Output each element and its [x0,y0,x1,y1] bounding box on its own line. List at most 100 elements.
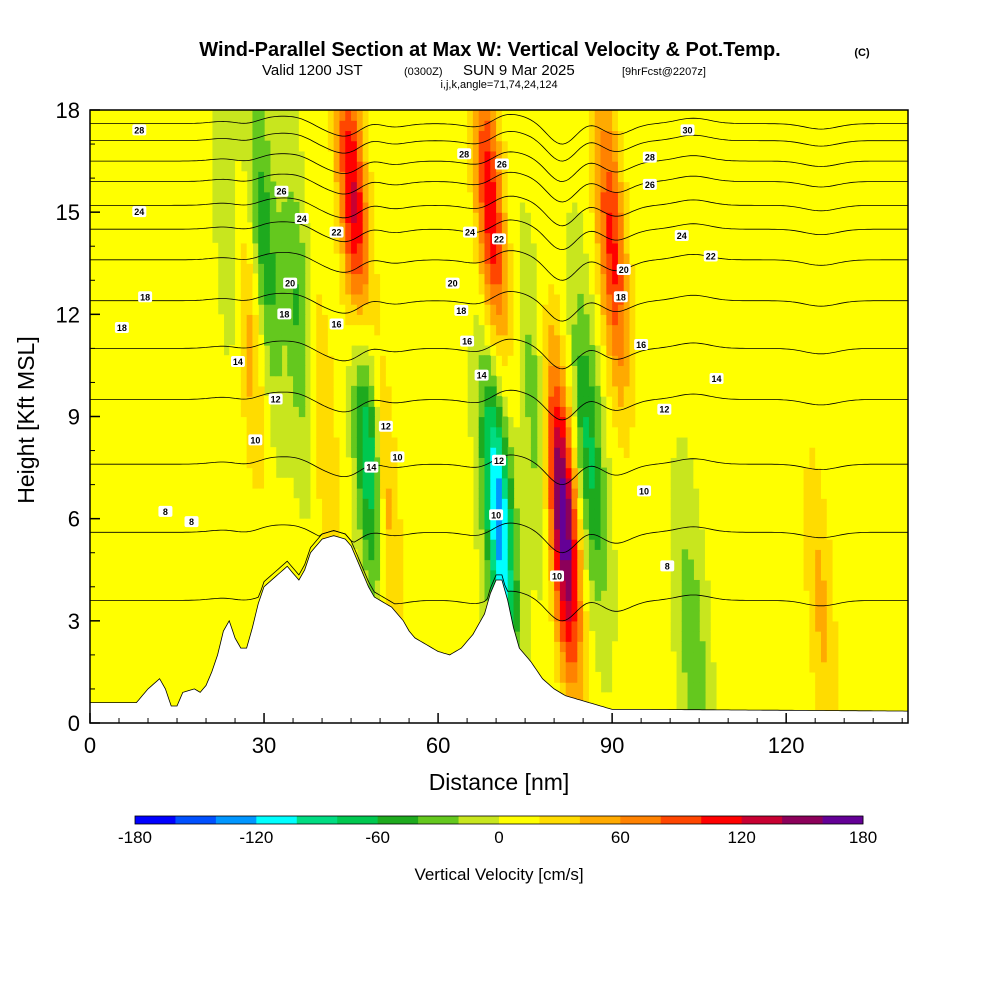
field-cell [409,150,416,162]
field-cell [177,436,184,448]
field-cell [391,191,399,203]
field-cell [426,365,433,377]
field-cell [588,498,596,510]
field-cell [107,161,114,172]
field-cell [623,426,631,438]
field-cell [159,355,167,367]
field-cell [240,641,248,653]
field-cell [235,579,242,591]
field-cell [281,212,288,223]
field-cell [403,171,410,183]
field-cell [101,385,108,397]
field-cell [211,334,219,346]
field-cell [612,171,619,183]
field-cell [165,682,172,693]
field-cell [542,610,549,622]
field-cell [594,161,602,172]
field-cell [409,498,416,510]
field-cell [107,569,114,581]
field-cell [548,396,555,407]
field-cell [310,406,317,418]
field-cell [217,365,225,377]
field-cell [623,150,631,162]
field-cell [223,477,230,489]
field-cell [327,304,335,315]
field-cell [130,344,138,356]
field-cell [403,457,410,469]
field-cell [130,528,138,540]
field-cell [287,528,294,540]
field-cell [119,385,126,397]
field-cell [95,590,103,601]
field-cell [240,436,248,448]
field-cell [275,549,283,561]
field-cell [414,498,422,510]
field-cell [409,457,416,469]
field-cell [264,314,271,326]
field-cell [588,181,596,193]
field-cell [130,457,138,469]
field-cell [113,661,120,673]
field-cell [496,120,503,132]
field-cell [211,304,219,315]
field-cell [554,396,561,407]
field-cell [246,385,254,397]
field-cell [490,416,497,428]
field-cell [554,549,561,561]
field-cell [409,600,416,612]
field-cell [554,539,561,550]
field-cell [565,447,573,458]
field-cell [548,263,555,275]
field-cell [188,314,196,326]
field-cell [206,314,213,326]
field-cell [565,600,573,612]
field-cell [113,293,120,305]
field-cell [142,600,149,612]
field-cell [159,120,167,132]
field-cell [142,314,149,326]
field-cell [136,549,143,561]
field-cell [385,528,393,540]
field-cell [583,671,590,683]
field-cell [124,477,132,489]
field-cell [478,406,486,418]
field-cell [623,201,631,213]
field-cell [623,416,631,428]
field-cell [333,375,341,387]
field-cell [101,559,108,571]
field-cell [623,569,631,581]
field-cell [148,150,155,162]
field-cell [432,436,439,448]
field-cell [397,579,404,591]
field-cell [240,365,248,377]
field-cell [171,692,178,704]
field-cell [443,293,451,305]
field-cell [211,263,219,275]
field-cell [177,488,184,499]
field-cell [316,232,323,244]
field-cell [119,171,126,183]
field-cell [484,304,491,315]
field-cell [403,140,410,152]
field-cell [177,508,184,520]
field-cell [472,161,480,172]
field-cell [339,171,346,183]
field-cell [617,641,625,653]
field-cell [565,457,573,469]
field-cell [629,304,636,315]
field-cell [206,161,213,172]
field-cell [472,201,480,213]
field-cell [153,641,161,653]
field-cell [426,559,433,571]
field-cell [403,181,410,193]
field-cell [235,457,242,469]
field-cell [362,559,370,571]
field-cell [107,232,114,244]
field-cell [397,416,404,428]
field-cell [298,344,306,356]
field-cell [594,171,602,183]
field-cell [414,426,422,438]
field-cell [223,610,230,622]
field-cell [223,426,230,438]
field-cell [559,457,567,469]
